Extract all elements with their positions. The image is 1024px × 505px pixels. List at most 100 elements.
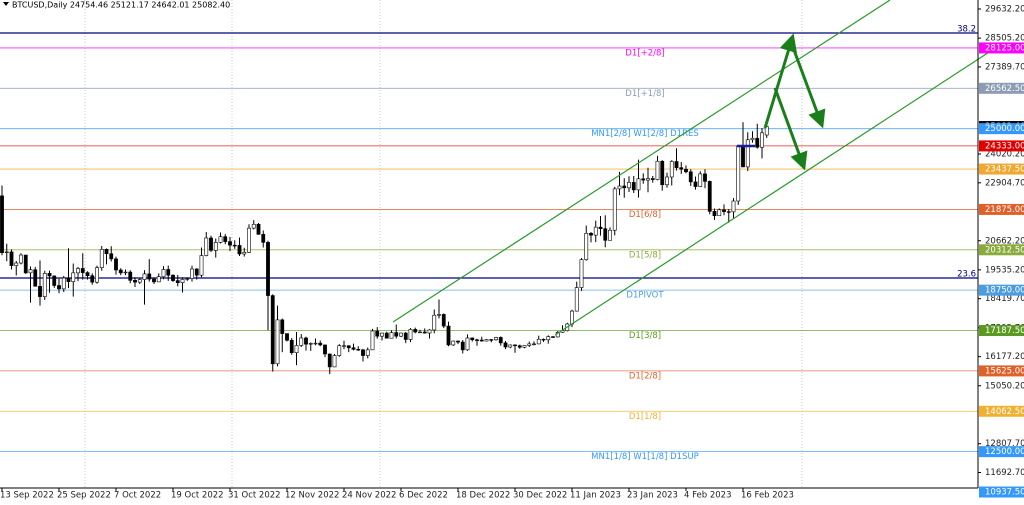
fibo-label: 38.2 [957, 24, 976, 34]
x-tick-label: 4 Feb 2023 [684, 491, 732, 501]
candle-body [332, 355, 337, 368]
candle-body [285, 333, 289, 341]
candle-body [427, 329, 432, 334]
arrow-up [763, 33, 798, 129]
candle-body [660, 160, 665, 186]
candle-body [750, 137, 755, 141]
candle-body [52, 275, 57, 286]
candle-body [123, 271, 128, 274]
candle-body [384, 332, 389, 339]
menu-icon[interactable] [3, 2, 9, 6]
level-label: 21875.00 [985, 205, 1024, 215]
candle-body [85, 272, 90, 276]
candle-body [698, 173, 703, 187]
candle-body [503, 342, 508, 348]
x-tick-label: 12 Nov 2022 [285, 491, 339, 501]
candle-body [38, 285, 42, 297]
candle-body [475, 339, 479, 341]
candle-body [14, 262, 19, 266]
candle-body [171, 274, 175, 281]
candle-body [479, 339, 484, 342]
candle-body [23, 254, 28, 274]
candle-body [356, 349, 361, 351]
level-label: 14062.50 [985, 407, 1024, 417]
candle-body [365, 349, 370, 356]
candle-body [61, 277, 66, 290]
candle-body [451, 340, 456, 346]
vertical-grid [84, 0, 803, 488]
level-label: 12500.00 [985, 447, 1024, 457]
level-box [979, 446, 1024, 458]
candle-body [731, 200, 736, 213]
candle-body [674, 161, 679, 168]
candle-body [90, 275, 95, 283]
candle-body [546, 336, 551, 341]
candle-body [726, 211, 731, 213]
candle-body [627, 182, 631, 189]
candle-body [337, 345, 342, 356]
candle-body [57, 285, 61, 290]
candle-body [66, 277, 71, 282]
candle-body [128, 271, 133, 281]
y-tick-label: 16177.20 [985, 352, 1024, 362]
candle-body [133, 280, 137, 283]
level-label: 18750.00 [985, 286, 1024, 296]
y-tick-label: 19535.20 [985, 265, 1024, 275]
candle-body [498, 337, 503, 344]
candle-body [361, 349, 365, 356]
level-box [979, 244, 1024, 256]
candle-body [71, 272, 76, 282]
candle-body [109, 253, 114, 260]
level-name: D1PIVOT [626, 291, 664, 301]
candle-body [33, 269, 38, 287]
level-label: 24333.00 [985, 141, 1024, 151]
candle-body [684, 168, 688, 173]
candle-body [650, 178, 655, 180]
candle-body [636, 178, 641, 191]
candle-body [703, 173, 707, 182]
candle-body [494, 337, 498, 341]
candle-body [19, 254, 23, 264]
level-label: 23437.50 [985, 165, 1024, 175]
candle-body [242, 252, 247, 255]
candle-body [156, 276, 161, 283]
y-tick-label: 22904.70 [985, 178, 1024, 188]
candle-body [247, 227, 251, 253]
candle-body [399, 332, 403, 337]
candle-body [707, 181, 712, 212]
candle-body [574, 287, 579, 312]
candle-body [736, 145, 741, 202]
level-box [979, 140, 1024, 152]
candle-body [380, 332, 384, 337]
candle-body [593, 226, 598, 236]
candle-body [0, 195, 4, 253]
candle-body [717, 209, 722, 217]
y-tick-label: 15050.20 [985, 381, 1024, 391]
time-axis: 13 Sep 2022 25 Sep 2022 7 Oct 2022 19 Oct 2… [0, 488, 794, 501]
candle-body [308, 343, 313, 345]
candle-body [342, 345, 346, 347]
arrow-down [773, 87, 808, 171]
level-label: 20312.50 [985, 245, 1024, 255]
candle-body [289, 339, 294, 353]
chart-title: BTCUSD,Daily 24754.46 25121.17 24642.01 … [12, 1, 230, 10]
candle-body [294, 345, 299, 353]
candle-body [489, 339, 494, 341]
level-name: D1[3/8] [629, 331, 661, 341]
candle-body [760, 132, 764, 148]
candle-body [598, 226, 603, 229]
candle-body [617, 185, 622, 190]
level-label: 10937.50 [985, 488, 1024, 498]
candle-body [313, 342, 318, 345]
channel-upper [392, 0, 891, 323]
candle-body [251, 223, 256, 229]
candle-body [679, 167, 684, 170]
candle-body [304, 337, 308, 345]
candle-body [665, 176, 669, 186]
candle-body [228, 241, 232, 246]
candle-body [741, 145, 745, 168]
y-tick-label: 20662.20 [985, 236, 1024, 246]
candle-body [47, 273, 52, 277]
